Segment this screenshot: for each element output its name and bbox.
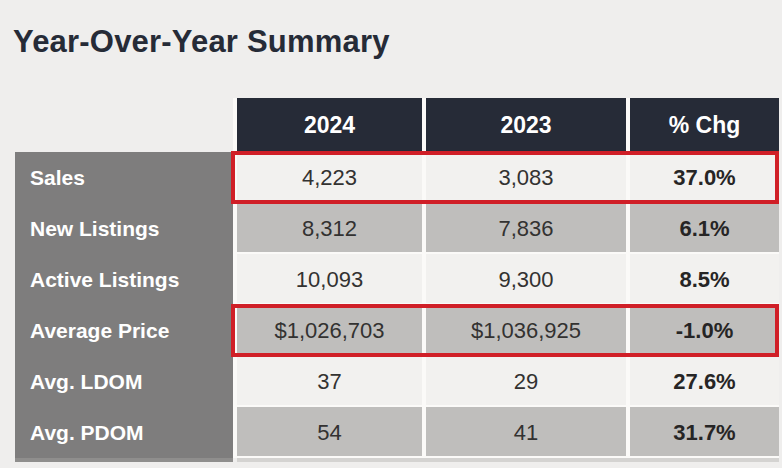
value-pct-change: 6.1% [630, 203, 779, 254]
value-pct-change: -1.0% [630, 305, 779, 356]
value-pct-change: 37.0% [630, 152, 779, 203]
table-row: Average Price $1,026,703 $1,036,925 -1.0… [15, 305, 779, 356]
value-pct-change: 8.5% [630, 254, 779, 305]
value-2024: 37 [237, 356, 422, 407]
value-2024: 10,093 [237, 254, 422, 305]
row-label: Active Listings [15, 254, 233, 305]
row-label: Sales [15, 152, 233, 203]
value-2023: 3,083 [426, 152, 626, 203]
table-bottom-shadow-left [15, 458, 233, 462]
column-header-2023: 2023 [426, 98, 626, 152]
value-2023: $1,036,925 [426, 305, 626, 356]
value-2024: $1,026,703 [237, 305, 422, 356]
row-label: New Listings [15, 203, 233, 254]
table-header-row: 2024 2023 % Chg [15, 98, 779, 152]
column-header-2024: 2024 [237, 98, 422, 152]
table-row: New Listings 8,312 7,836 6.1% [15, 203, 779, 254]
value-pct-change: 27.6% [630, 356, 779, 407]
value-2024: 54 [237, 407, 422, 458]
value-2023: 41 [426, 407, 626, 458]
table-body: Sales 4,223 3,083 37.0% New Listings 8,3… [15, 152, 779, 458]
header-spacer-cell [15, 98, 233, 152]
value-2024: 8,312 [237, 203, 422, 254]
value-2024: 4,223 [237, 152, 422, 203]
value-2023: 29 [426, 356, 626, 407]
row-label: Avg. PDOM [15, 407, 233, 458]
table-bottom-shadow-right [237, 458, 779, 462]
value-2023: 9,300 [426, 254, 626, 305]
page-title: Year-Over-Year Summary [13, 24, 390, 60]
row-label: Average Price [15, 305, 233, 356]
value-pct-change: 31.7% [630, 407, 779, 458]
table-row: Avg. PDOM 54 41 31.7% [15, 407, 779, 458]
row-label: Avg. LDOM [15, 356, 233, 407]
table-row: Sales 4,223 3,083 37.0% [15, 152, 779, 203]
yoy-summary-table: 2024 2023 % Chg Sales 4,223 3,083 37.0% … [15, 98, 779, 458]
column-header-pct-chg: % Chg [630, 98, 779, 152]
table-row: Avg. LDOM 37 29 27.6% [15, 356, 779, 407]
table-row: Active Listings 10,093 9,300 8.5% [15, 254, 779, 305]
value-2023: 7,836 [426, 203, 626, 254]
